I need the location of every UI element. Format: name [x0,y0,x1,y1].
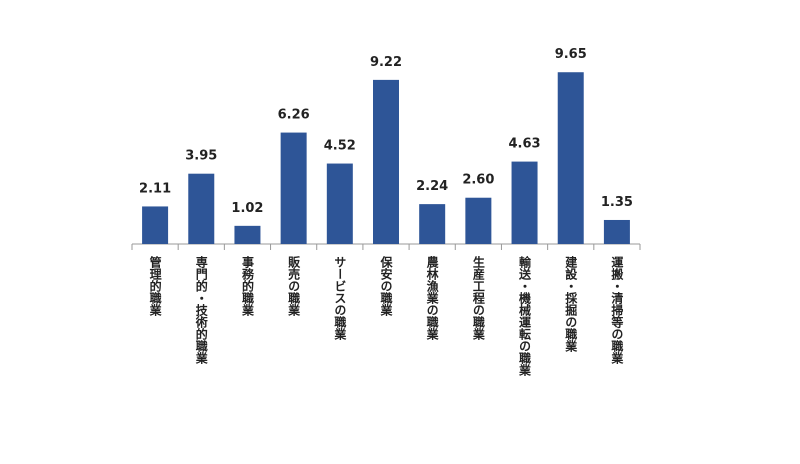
data-label: 4.52 [324,139,356,154]
bar [280,132,307,244]
data-label: 2.24 [416,179,448,194]
bar [373,79,399,244]
x-tick-label: 運搬・清掃等の職業 [610,256,624,365]
bar [557,72,584,244]
data-label: 9.22 [370,55,402,70]
bar [419,204,446,244]
bar [465,197,492,244]
x-tick-label: 管理的職業 [148,255,162,317]
x-tick-label: 保安の職業 [379,255,393,317]
data-label: 1.02 [231,201,263,216]
x-tick-label: 農林漁業の職業 [425,255,439,341]
x-tick-label: 建設・採掘の職業 [564,255,578,353]
x-tick-label: 事務的職業 [240,255,254,317]
data-label: 1.35 [601,195,633,210]
data-label: 2.11 [139,181,171,196]
bar [603,219,630,244]
bar [326,163,353,244]
data-label: 2.60 [462,173,494,188]
x-tick-label: 販売の職業 [287,255,301,317]
data-label: 4.63 [509,137,541,152]
bar [511,161,538,244]
x-tick-label: 輸送・機械運転の職業 [518,255,532,377]
x-tick-label: 専門的・技術的職業 [194,255,208,365]
bar [142,206,169,244]
x-tick-label: 生産工程の職業 [471,255,485,341]
bar [234,225,261,244]
data-label: 6.26 [278,108,310,123]
data-label: 3.95 [185,149,217,164]
data-label: 9.65 [555,47,587,62]
bar [188,173,215,244]
x-tick-label: サービスの職業 [333,256,347,341]
